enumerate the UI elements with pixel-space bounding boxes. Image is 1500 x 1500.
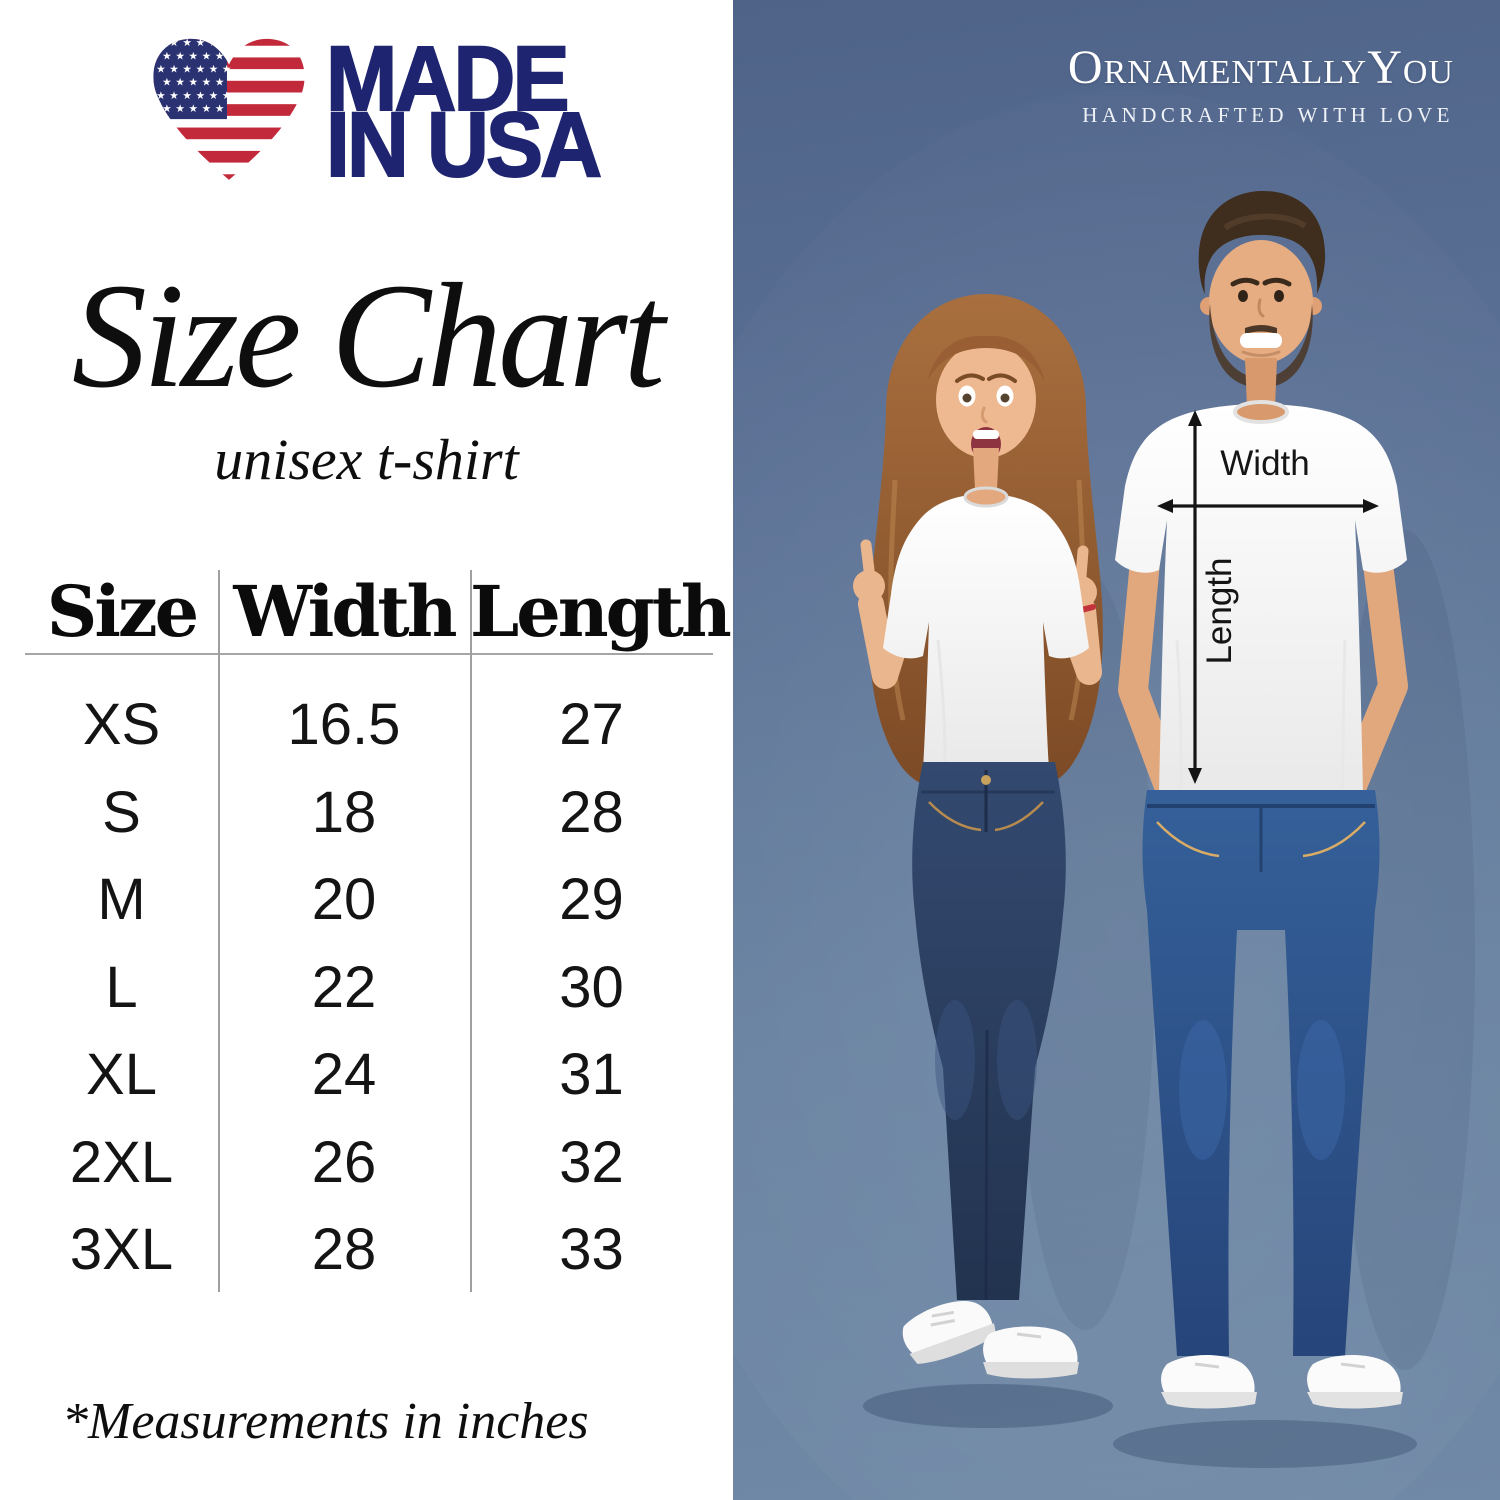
length-cell: 32	[559, 1129, 624, 1195]
svg-text:★: ★	[209, 36, 219, 49]
svg-text:★: ★	[222, 89, 232, 102]
size-cell: 2XL	[69, 1129, 174, 1195]
size-cell: L	[105, 954, 138, 1020]
svg-text:★: ★	[162, 49, 172, 62]
photo-panel: OrnamentallyYou HANDCRAFTED WITH LOVE Wi…	[733, 0, 1500, 1500]
svg-text:★: ★	[156, 36, 166, 49]
header-width: Width	[233, 570, 457, 653]
svg-text:★: ★	[182, 89, 192, 102]
measurement-arrows	[1157, 410, 1379, 784]
svg-text:★: ★	[189, 102, 199, 115]
woman-shadow	[863, 1384, 1113, 1428]
svg-text:★: ★	[209, 89, 219, 102]
svg-text:★: ★	[175, 49, 185, 62]
length-measurement-label: Length	[1200, 557, 1239, 665]
size-table: Size Width Length XS 16.5 27 S 18 28 M 20 29 L 22 3…	[25, 570, 732, 1294]
brand-tagline: HANDCRAFTED WITH LOVE	[1082, 102, 1454, 127]
size-chart-panel: ★ ★ ★ ★ ★ ★ ★ ★ ★ ★ ★ ★ ★ ★ ★ ★ ★ ★ ★ ★ ★ ★ ★ ★ ★ ★ ★ ★ ★ ★ ★ ★ ★ MADE I…	[0, 0, 733, 1500]
svg-text:★: ★	[222, 36, 232, 49]
length-cell: 31	[559, 1042, 624, 1108]
svg-text:★: ★	[215, 76, 225, 89]
badge-line-2: IN USA	[325, 94, 603, 196]
man-figure	[1115, 190, 1408, 1409]
svg-text:★: ★	[182, 36, 192, 49]
table-row: M 20 29	[25, 856, 713, 944]
table-row: S 18 28	[25, 769, 713, 857]
width-cell: 22	[311, 954, 377, 1020]
page-title: Size Chart	[71, 253, 665, 419]
table-row: XS 16.5 27	[25, 681, 713, 769]
brand-name-part2: You	[1367, 41, 1454, 94]
width-cell: 16.5	[287, 692, 401, 758]
brand-name-part1: Ornamentally	[1067, 41, 1368, 94]
svg-text:★: ★	[189, 76, 199, 89]
svg-text:★: ★	[215, 102, 225, 115]
usa-heart-flag-icon: ★ ★ ★ ★ ★ ★★ ★ ★ ★ ★★ ★ ★ ★ ★ ★★ ★ ★ ★ ★★ ★ ★ ★ ★ ★★ ★ ★ ★ ★	[153, 36, 305, 180]
woman-figure	[853, 294, 1103, 1379]
made-in-usa-text: MADE IN USA	[325, 28, 603, 196]
header-divider	[25, 653, 713, 655]
svg-text:★: ★	[196, 89, 206, 102]
svg-text:★: ★	[175, 76, 185, 89]
man-shadow	[1113, 1420, 1417, 1468]
svg-text:★: ★	[182, 63, 192, 76]
svg-text:★: ★	[189, 49, 199, 62]
svg-text:★: ★	[156, 63, 166, 76]
svg-text:★: ★	[162, 102, 172, 115]
svg-text:★: ★	[175, 102, 185, 115]
width-cell: 26	[311, 1129, 377, 1195]
svg-text:★: ★	[169, 63, 179, 76]
size-cell: S	[102, 779, 141, 845]
width-cell: 24	[311, 1042, 377, 1108]
table-row: 3XL 28 33	[25, 1206, 713, 1294]
svg-text:★: ★	[215, 49, 225, 62]
table-row: XL 24 31	[25, 1031, 713, 1119]
brand-logo: OrnamentallyYou HANDCRAFTED WITH LOVE	[1067, 41, 1454, 128]
svg-text:★: ★	[156, 89, 166, 102]
svg-text:★: ★	[169, 89, 179, 102]
size-cell: XS	[82, 692, 161, 758]
svg-text:★: ★	[196, 36, 206, 49]
length-cell: 30	[559, 954, 624, 1020]
column-divider-2	[470, 570, 472, 1292]
width-cell: 20	[311, 867, 377, 933]
svg-text:★: ★	[196, 63, 206, 76]
length-cell: 33	[559, 1217, 624, 1283]
svg-text:★: ★	[222, 63, 232, 76]
header-size: Size	[46, 570, 199, 653]
size-cell: XL	[86, 1042, 157, 1108]
made-in-usa-badge: ★ ★ ★ ★ ★ ★ ★ ★ ★ ★ ★ ★ ★ ★ ★ ★ ★ ★ ★ ★ ★ ★ ★ ★ ★ ★ ★ ★ ★ ★ ★ ★ ★ MADE I…	[148, 28, 620, 196]
svg-text:★: ★	[202, 102, 212, 115]
couple-photo-illustration	[733, 90, 1500, 1500]
size-table-body: XS 16.5 27 S 18 28 M 20 29 L 22 30 XL 24 31 2XL 26 32 3XL 2…	[25, 681, 713, 1294]
header-length: Length	[470, 570, 732, 653]
column-divider-1	[218, 570, 220, 1292]
length-cell: 28	[559, 779, 624, 845]
size-cell: 3XL	[69, 1217, 174, 1283]
length-cell: 27	[559, 692, 624, 758]
page-subtitle: unisex t-shirt	[214, 427, 519, 492]
brand-name: OrnamentallyYou	[1067, 41, 1454, 95]
width-cell: 28	[311, 1217, 377, 1283]
width-cell: 18	[311, 779, 377, 845]
table-row: 2XL 26 32	[25, 1119, 713, 1207]
svg-text:★: ★	[202, 49, 212, 62]
measurements-note: *Measurements in inches	[62, 1393, 589, 1450]
size-cell: M	[97, 867, 146, 933]
badge-line-1: MADE	[325, 28, 570, 130]
svg-text:★: ★	[169, 36, 179, 49]
length-cell: 29	[559, 867, 624, 933]
svg-text:★: ★	[209, 63, 219, 76]
svg-text:★: ★	[202, 76, 212, 89]
svg-text:★: ★	[162, 76, 172, 89]
size-table-header: Size Width Length	[25, 570, 732, 653]
flag-canton	[153, 38, 227, 120]
width-measurement-label: Width	[1220, 444, 1310, 483]
table-row: L 22 30	[25, 944, 713, 1032]
